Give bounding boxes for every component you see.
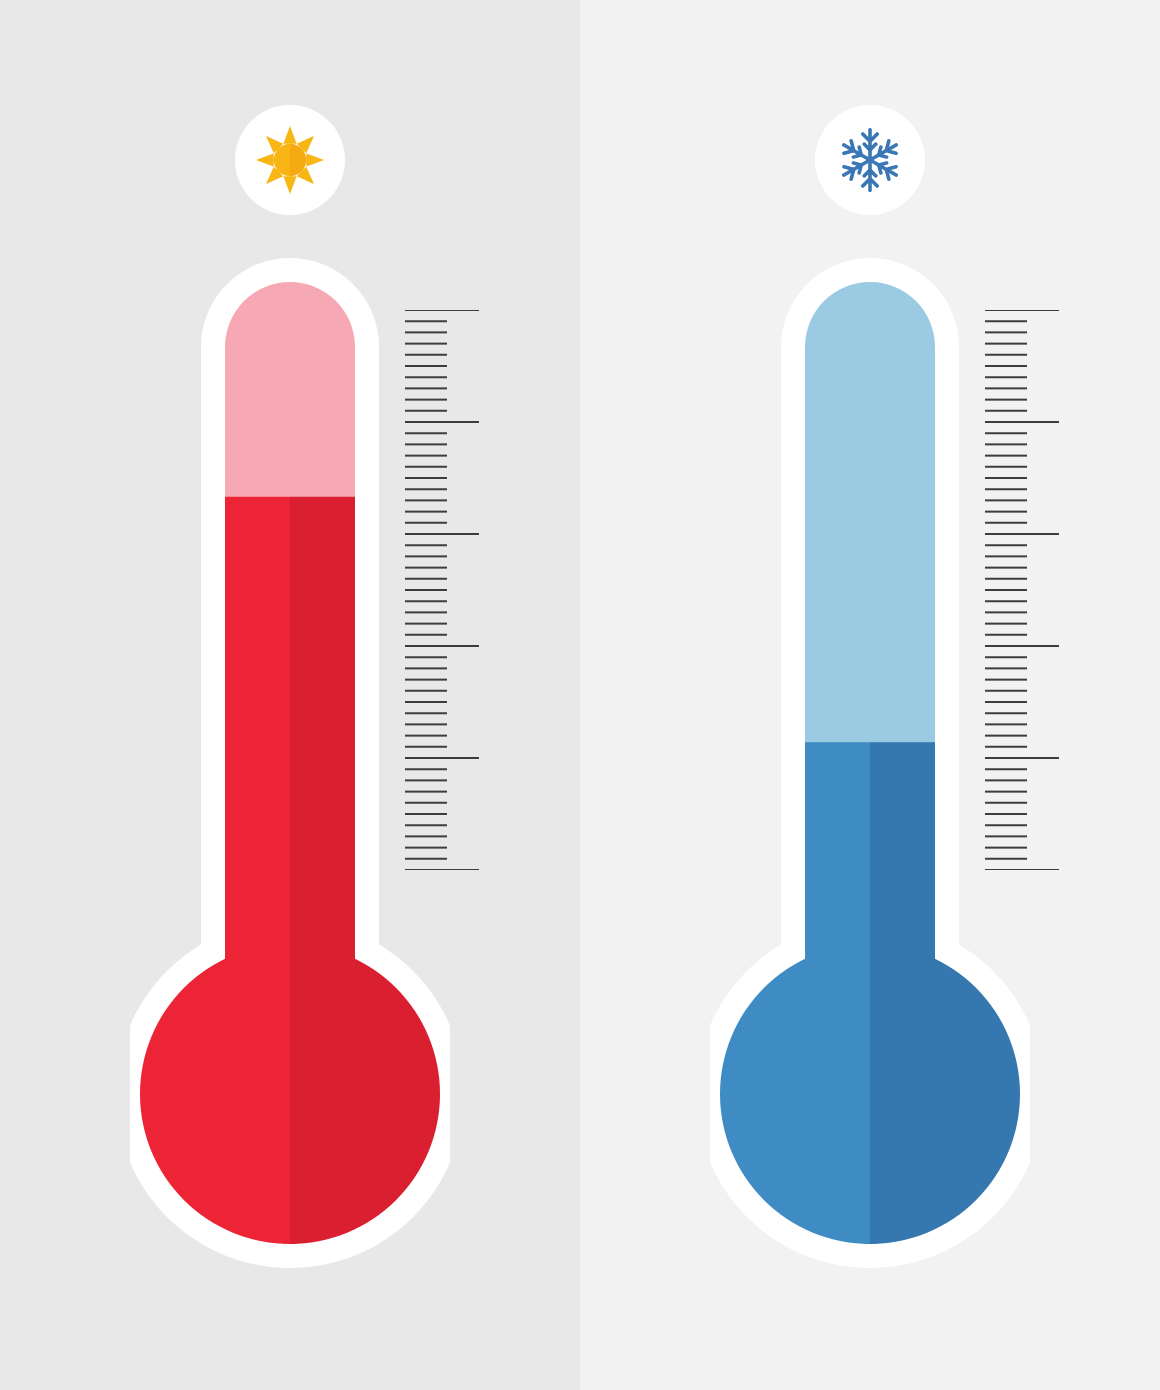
hot-thermometer xyxy=(130,258,450,1268)
sun-icon xyxy=(253,123,327,197)
cold-panel xyxy=(580,0,1160,1390)
snowflake-icon xyxy=(834,124,906,196)
snowflake-badge xyxy=(815,105,925,215)
hot-panel xyxy=(0,0,580,1390)
cold-thermometer xyxy=(710,258,1030,1268)
sun-badge xyxy=(235,105,345,215)
hot-scale xyxy=(405,310,525,870)
cold-scale xyxy=(985,310,1105,870)
